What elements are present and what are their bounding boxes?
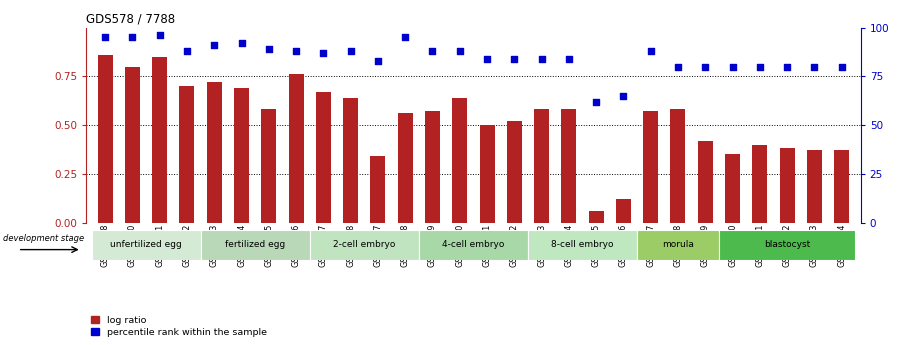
Bar: [289, 75, 304, 223]
Bar: [562, 109, 576, 223]
Point: [289, 48, 304, 54]
Bar: [698, 141, 713, 223]
Bar: [371, 156, 385, 223]
Point: [698, 64, 712, 69]
Bar: [534, 109, 549, 223]
Bar: [670, 109, 686, 223]
Text: unfertilized egg: unfertilized egg: [111, 240, 182, 249]
Bar: [834, 150, 849, 223]
Bar: [528, 230, 637, 260]
Point: [179, 48, 194, 54]
Point: [562, 56, 576, 61]
Point: [753, 64, 767, 69]
Text: fertilized egg: fertilized egg: [225, 240, 285, 249]
Point: [152, 33, 167, 38]
Bar: [261, 109, 276, 223]
Point: [371, 58, 385, 63]
Bar: [152, 57, 168, 223]
Point: [316, 50, 331, 56]
Point: [343, 48, 358, 54]
Point: [398, 34, 412, 40]
Bar: [98, 55, 112, 223]
Bar: [200, 230, 310, 260]
Point: [452, 48, 467, 54]
Point: [425, 48, 439, 54]
Bar: [343, 98, 358, 223]
Bar: [752, 145, 767, 223]
Point: [235, 40, 249, 46]
Bar: [779, 148, 795, 223]
Point: [780, 64, 795, 69]
Bar: [207, 82, 222, 223]
Point: [834, 64, 849, 69]
Point: [535, 56, 549, 61]
Bar: [807, 150, 822, 223]
Bar: [452, 98, 467, 223]
Point: [98, 34, 112, 40]
Bar: [179, 86, 195, 223]
Bar: [425, 111, 440, 223]
Point: [807, 64, 822, 69]
Bar: [310, 230, 419, 260]
Point: [207, 42, 221, 48]
Point: [670, 64, 685, 69]
Text: GDS578 / 7788: GDS578 / 7788: [86, 12, 175, 25]
Point: [616, 93, 631, 99]
Bar: [643, 111, 658, 223]
Bar: [234, 88, 249, 223]
Bar: [398, 114, 413, 223]
Text: morula: morula: [662, 240, 694, 249]
Text: blastocyst: blastocyst: [764, 240, 810, 249]
Point: [507, 56, 522, 61]
Bar: [506, 121, 522, 223]
Point: [480, 56, 495, 61]
Text: 4-cell embryo: 4-cell embryo: [442, 240, 505, 249]
Point: [726, 64, 740, 69]
Text: development stage: development stage: [3, 234, 83, 243]
Bar: [419, 230, 528, 260]
Bar: [616, 199, 631, 223]
Bar: [125, 67, 140, 223]
Bar: [92, 230, 200, 260]
Bar: [725, 154, 740, 223]
Point: [262, 46, 276, 52]
Bar: [589, 211, 603, 223]
Text: 2-cell embryo: 2-cell embryo: [333, 240, 396, 249]
Point: [125, 34, 140, 40]
Bar: [479, 125, 495, 223]
Legend: log ratio, percentile rank within the sample: log ratio, percentile rank within the sa…: [91, 316, 267, 337]
Text: 8-cell embryo: 8-cell embryo: [551, 240, 613, 249]
Point: [643, 48, 658, 54]
Point: [589, 99, 603, 105]
Bar: [718, 230, 855, 260]
Bar: [637, 230, 718, 260]
Bar: [316, 92, 331, 223]
